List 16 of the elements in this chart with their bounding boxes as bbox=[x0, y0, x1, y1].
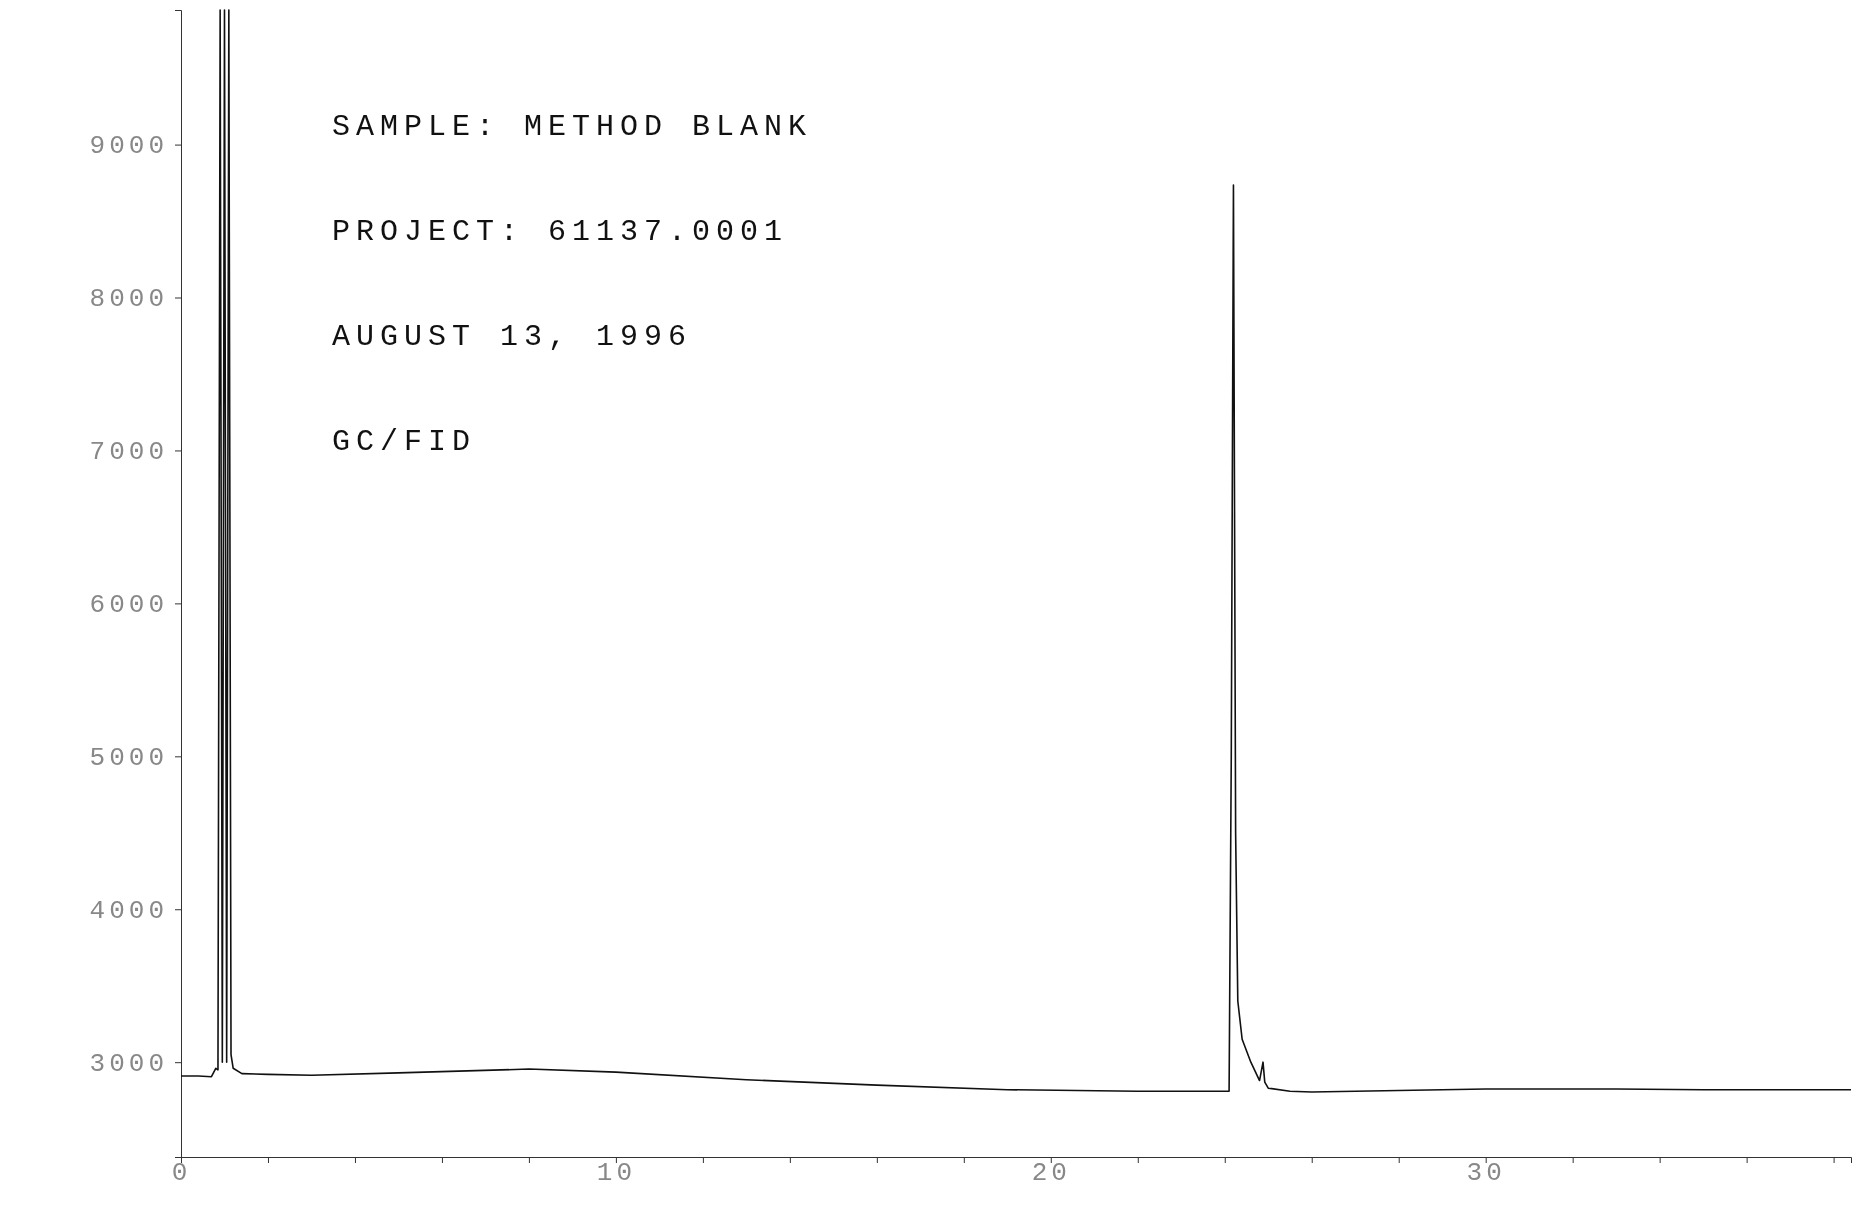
y-tick-label: 3000 bbox=[89, 1049, 168, 1079]
y-tick-label: 8000 bbox=[89, 284, 168, 315]
x-tick-label: 30 bbox=[1466, 1158, 1506, 1188]
y-tick-label: 9000 bbox=[89, 131, 168, 162]
y-tick-label: 6000 bbox=[89, 590, 168, 621]
x-tick-label: 20 bbox=[1031, 1158, 1071, 1188]
y-tick-label: 5000 bbox=[89, 743, 168, 774]
y-tick-label: 4000 bbox=[89, 896, 168, 927]
annotation: GC/FID bbox=[332, 425, 477, 459]
line-series bbox=[180, 9, 1852, 1093]
x-tick-label: 10 bbox=[596, 1158, 637, 1188]
annotation: AUGUST 13, 1996 bbox=[332, 320, 693, 354]
y-tick-label: 7000 bbox=[89, 437, 168, 468]
annotation: SAMPLE: METHOD BLANK bbox=[332, 110, 813, 144]
x-tick-label: 0 bbox=[171, 1158, 192, 1188]
annotation: PROJECT: 61137.0001 bbox=[332, 215, 789, 249]
